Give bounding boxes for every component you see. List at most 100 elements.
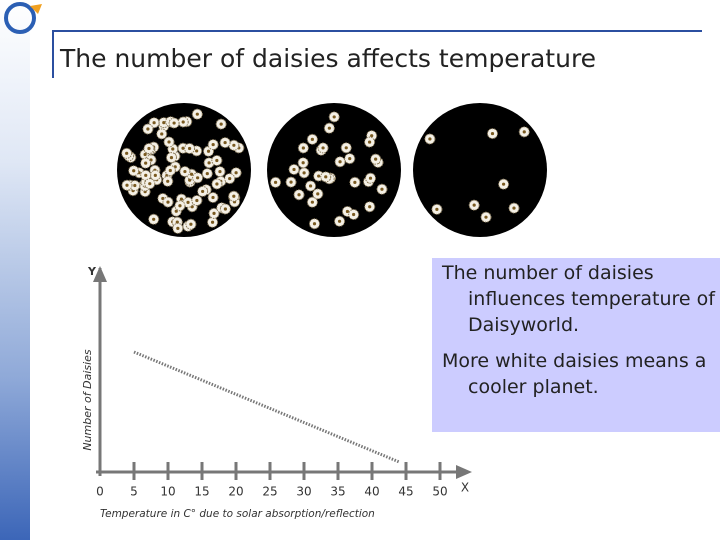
- x-tick-label: 40: [364, 485, 379, 499]
- planet: [267, 103, 401, 237]
- daisy-center: [148, 182, 152, 186]
- daisy-worlds: [117, 103, 547, 237]
- daisy-center: [484, 215, 488, 219]
- daisy-center: [144, 173, 148, 177]
- daisy-center: [186, 200, 190, 204]
- x-arrow: [456, 465, 472, 479]
- daisy-center: [187, 146, 192, 151]
- daisy-center: [374, 157, 378, 161]
- side-bar: [0, 0, 30, 540]
- daisy-center: [301, 161, 305, 165]
- daisy-center: [215, 158, 219, 163]
- daisy-center: [125, 183, 129, 187]
- daisy-center: [324, 175, 328, 179]
- daisy-center: [160, 132, 164, 136]
- title: The number of daisies affects temperatur…: [60, 44, 597, 73]
- x-tick-label: 50: [432, 485, 447, 499]
- daisy-center: [195, 198, 199, 203]
- daisy-center: [133, 183, 137, 188]
- daisy-center: [153, 173, 157, 177]
- x-tick-label: 5: [130, 485, 138, 499]
- daisy-center: [522, 130, 526, 134]
- daisy-center: [472, 203, 476, 207]
- daisy-center: [195, 112, 199, 116]
- y-axis-letter: Y: [87, 265, 97, 278]
- daisy-center: [189, 222, 193, 226]
- daisy-center: [292, 167, 296, 172]
- text-box: The number of daisies influences tempera…: [432, 258, 720, 432]
- daisy-center: [132, 169, 136, 173]
- daisy-center: [169, 156, 174, 160]
- daisy-center: [215, 182, 219, 186]
- daisy-center: [176, 226, 180, 230]
- daisy-center: [152, 217, 156, 221]
- daisy-center: [152, 121, 156, 125]
- daisy-center: [205, 172, 209, 176]
- daisy-center: [368, 176, 373, 180]
- daisy-center: [125, 151, 129, 155]
- daisy-center: [201, 189, 205, 194]
- daisy-center: [501, 182, 506, 186]
- daisy-center: [310, 200, 314, 204]
- x-axis-label: Temperature in C° due to solar absorptio…: [100, 508, 375, 520]
- x-axis-letter: X: [461, 481, 469, 495]
- daisy-center: [210, 220, 215, 224]
- x-tick-label: 30: [296, 485, 311, 499]
- daisy-center: [428, 137, 432, 141]
- daisy-center: [166, 179, 170, 183]
- daisy-center: [166, 200, 170, 204]
- daisy-center: [317, 174, 321, 178]
- daisy-center: [146, 127, 150, 131]
- daisy-center: [168, 168, 172, 173]
- daisy-center: [183, 169, 187, 174]
- daisy-center: [218, 169, 222, 174]
- daisy-center: [207, 161, 211, 165]
- daisy-center: [435, 207, 439, 211]
- x-tick-label: 25: [262, 485, 277, 499]
- daisy-center: [380, 187, 384, 191]
- daisy-center: [512, 206, 516, 210]
- paragraph: The number of daisies influences tempera…: [442, 262, 715, 336]
- logo-arrow: [30, 4, 42, 14]
- daisy-center: [195, 149, 199, 153]
- daisy-center: [301, 146, 305, 150]
- daisy-center: [345, 209, 350, 214]
- daisy-center: [167, 140, 171, 144]
- x-tick-label: 15: [194, 485, 209, 499]
- x-tick-label: 0: [96, 485, 104, 499]
- daisy-center: [223, 207, 228, 211]
- daisy-center: [181, 120, 185, 124]
- data-line: [133, 350, 400, 464]
- x-tick-label: 20: [228, 485, 243, 499]
- daisy-center: [327, 126, 331, 130]
- daisy-center: [302, 171, 306, 175]
- daisy-center: [308, 184, 313, 188]
- daisy-center: [234, 171, 238, 175]
- daisy-center: [178, 204, 182, 208]
- daisy-center: [162, 121, 166, 125]
- daisy-center: [353, 180, 357, 184]
- daisy-center: [273, 180, 278, 184]
- daisy-center: [144, 161, 148, 165]
- y-axis-label: Number of Daisies: [81, 349, 94, 451]
- daisy-center: [228, 176, 232, 181]
- daisy-center: [368, 205, 372, 209]
- daisy-center: [206, 149, 211, 153]
- daisy-center: [147, 146, 151, 151]
- daisy-center: [297, 193, 301, 197]
- daisy-center: [172, 121, 176, 125]
- daisy-center: [321, 146, 325, 150]
- daisy-center: [211, 142, 215, 147]
- y-arrow: [93, 266, 107, 282]
- daisy-center: [367, 140, 372, 144]
- daisy-center: [181, 146, 185, 150]
- daisy-center: [171, 147, 175, 151]
- daisy-center: [370, 134, 374, 138]
- chart: Y X Number of Daisies Temperature in C° due…: [81, 265, 472, 520]
- daisy-center: [338, 160, 342, 164]
- daisy-center: [179, 197, 184, 201]
- x-tick-label: 35: [330, 485, 345, 499]
- daisy-center: [196, 176, 200, 180]
